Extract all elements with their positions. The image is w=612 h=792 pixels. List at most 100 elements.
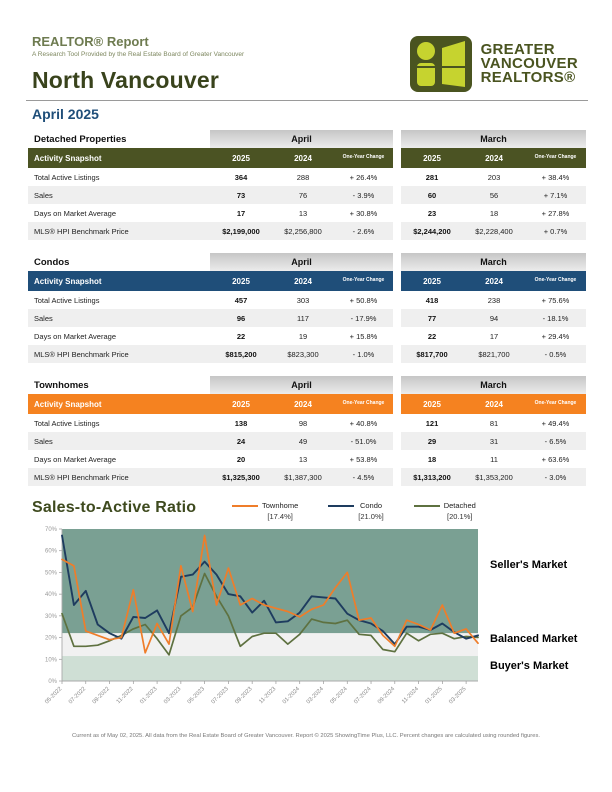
column-gap (393, 271, 401, 291)
col-header-2025: 2025 (210, 394, 272, 414)
header-divider (26, 100, 588, 101)
col-header-2024: 2024 (463, 148, 525, 168)
col-header-2024: 2024 (463, 271, 525, 291)
table-row: Sales 24 49 - 51.0% 29 31 - 6.5% (28, 432, 586, 450)
column-gap (393, 168, 401, 186)
cell: 203 (487, 172, 501, 182)
svg-text:03-2024: 03-2024 (306, 686, 326, 706)
cell: 77 (427, 313, 437, 323)
report-period: April 2025 (32, 106, 99, 122)
legend-line-swatch (232, 505, 258, 507)
logo-line-1: GREATER (480, 40, 555, 58)
cell: $1,325,300 (222, 472, 260, 482)
cell: 31 (489, 436, 499, 446)
cell: 23 (427, 208, 437, 218)
detached-properties-table: Detached Properties April March Activity… (28, 130, 586, 240)
snapshot-label: Activity Snapshot (28, 271, 210, 291)
svg-text:09-2024: 09-2024 (377, 686, 397, 706)
report-header: REALTOR® Report A Research Tool Provided… (26, 34, 588, 94)
table-row: Total Active Listings 457 303 + 50.8% 41… (28, 291, 586, 309)
cell: 20 (236, 454, 246, 464)
property-type-label: Detached Properties (34, 133, 127, 145)
column-gap (393, 222, 401, 240)
column-gap (393, 394, 401, 414)
table-row: Sales 73 76 - 3.9% 60 56 + 7.1% (28, 186, 586, 204)
col-header-change: One-Year Change (334, 394, 393, 414)
column-gap (393, 414, 401, 432)
legend-item-townhome: Townhome [17.4%] (232, 501, 298, 521)
report-page: REALTOR® Report A Research Tool Provided… (26, 34, 588, 706)
townhomes-table: Townhomes April March Activity Snapshot … (28, 376, 586, 486)
table-row: MLS® HPI Benchmark Price $1,325,300 $1,3… (28, 468, 586, 486)
svg-text:10%: 10% (45, 657, 58, 663)
month-group-march: March (401, 130, 586, 148)
cell: 76 (298, 190, 308, 200)
legend-line-swatch (413, 505, 440, 507)
cell: + 30.8% (349, 208, 378, 218)
cell: 364 (234, 172, 248, 182)
cell: $1,353,200 (475, 472, 513, 482)
svg-text:03-2023: 03-2023 (163, 686, 182, 705)
cell: - 3.9% (352, 190, 375, 200)
cell: + 26.4% (349, 172, 378, 182)
cell: $815,200 (225, 349, 257, 359)
area-title: North Vancouver (32, 67, 220, 93)
cell: + 29.4% (541, 331, 570, 341)
cell: - 0.5% (544, 349, 567, 359)
gvr-logo-wordmark: GREATER VANCOUVER REALTORS® (480, 40, 578, 86)
svg-text:03-2025: 03-2025 (448, 686, 467, 705)
svg-text:01-2025: 01-2025 (424, 686, 443, 705)
row-label: Total Active Listings (34, 172, 100, 182)
buyers-market-label: Buyer's Market (490, 660, 569, 672)
legend-name: Townhome (262, 501, 299, 510)
report-title: REALTOR® Report (32, 34, 149, 49)
month-group-april: April (210, 130, 393, 148)
svg-text:20%: 20% (45, 636, 58, 642)
svg-text:60%: 60% (45, 549, 58, 555)
table-row: Sales 96 117 - 17.9% 77 94 - 18.1% (28, 309, 586, 327)
svg-text:70%: 70% (45, 527, 58, 533)
cell: $1,313,200 (413, 472, 451, 482)
cell: $2,256,800 (284, 226, 322, 236)
col-header-2025: 2025 (401, 271, 463, 291)
cell: 238 (487, 295, 501, 305)
column-gap (393, 186, 401, 204)
chart-title: Sales-to-Active Ratio (32, 499, 197, 516)
cell: 303 (296, 295, 310, 305)
column-gap (393, 253, 401, 271)
cell: 18 (489, 208, 499, 218)
month-group-march: March (401, 376, 586, 394)
cell: + 63.6% (541, 454, 570, 464)
property-type-label: Townhomes (34, 379, 89, 391)
row-label: MLS® HPI Benchmark Price (34, 226, 129, 236)
svg-text:07-2024: 07-2024 (353, 686, 373, 706)
row-label: Days on Market Average (34, 331, 116, 341)
column-gap (393, 432, 401, 450)
cell: + 27.8% (541, 208, 570, 218)
cell: 457 (234, 295, 248, 305)
col-header-2024: 2024 (272, 394, 334, 414)
activity-snapshot-row: Activity Snapshot 2025 2024 One-Year Cha… (28, 271, 586, 291)
col-header-change: One-Year Change (334, 148, 393, 168)
col-header-2024: 2024 (272, 271, 334, 291)
svg-text:05-2022: 05-2022 (44, 686, 63, 705)
cell: 18 (427, 454, 437, 464)
row-label: Sales (34, 313, 53, 323)
balanced-market-label: Balanced Market (490, 633, 578, 645)
col-header-change: One-Year Change (334, 271, 393, 291)
legend-name: Condo (359, 501, 383, 510)
cell: 56 (489, 190, 499, 200)
cell: 17 (236, 208, 246, 218)
row-label: Days on Market Average (34, 208, 116, 218)
month-group-april: April (210, 253, 393, 271)
cell: - 51.0% (350, 436, 377, 446)
legend-line-swatch (328, 505, 355, 507)
cell: 22 (427, 331, 437, 341)
col-header-2025: 2025 (210, 271, 272, 291)
cell: - 2.6% (352, 226, 375, 236)
cell: + 15.8% (349, 331, 378, 341)
report-subtitle: A Research Tool Provided by the Real Est… (32, 51, 245, 58)
cell: + 38.4% (541, 172, 570, 182)
svg-text:01-2023: 01-2023 (139, 686, 158, 705)
cell: + 49.4% (541, 418, 570, 428)
